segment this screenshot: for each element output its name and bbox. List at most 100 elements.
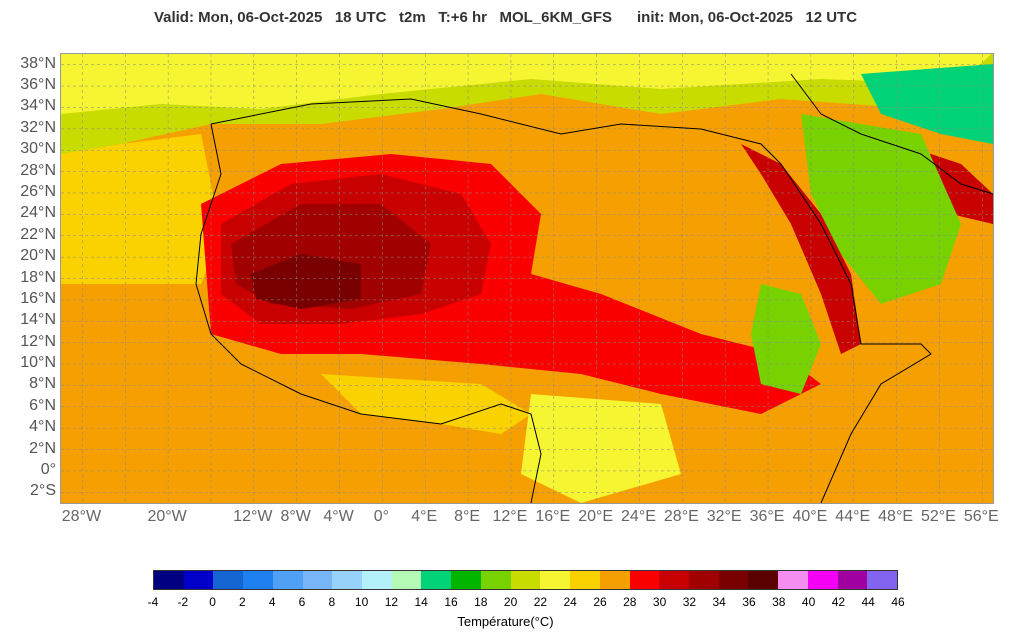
lat-label: 22°N — [20, 225, 56, 243]
lon-label: 20°E — [578, 508, 614, 525]
colorbar-tick: 20 — [503, 595, 518, 609]
colorbar-tick: 26 — [593, 595, 607, 609]
colorbar-swatch — [718, 571, 749, 589]
colorbar-swatch — [570, 571, 600, 589]
temperature-map[interactable] — [60, 53, 994, 504]
colorbar-tick: 12 — [384, 595, 399, 609]
colorbar-tick: 10 — [354, 595, 369, 609]
west-africa-coastline — [195, 123, 542, 503]
colorbar-tick: 28 — [623, 595, 637, 609]
central-africa-field — [521, 394, 681, 503]
lat-label: 32°N — [20, 118, 56, 136]
colorbar-tick: 46 — [891, 595, 905, 609]
lat-label: 26°N — [20, 182, 56, 200]
colorbar-tick: 32 — [682, 595, 697, 609]
colorbar-tick: 30 — [652, 595, 667, 609]
lon-label: 52°E — [920, 508, 956, 525]
colorbar-swatch — [451, 571, 481, 589]
lon-label: 8°E — [454, 508, 481, 525]
colorbar-tick: 8 — [328, 595, 336, 609]
lon-label: 4°E — [411, 508, 438, 525]
lat-label: 38°N — [20, 54, 56, 72]
lon-label: 48°E — [878, 508, 914, 525]
lat-label: 24°N — [20, 204, 56, 222]
colorbar-tick: 42 — [831, 595, 846, 609]
colorbar-swatch — [213, 571, 244, 589]
colorbar-swatch — [867, 571, 897, 589]
north-africa-coastline — [210, 98, 782, 165]
colorbar-swatch — [243, 571, 273, 589]
guinea-warm — [321, 374, 531, 434]
colorbar-tick: 0 — [209, 595, 216, 609]
red-sea-hot — [741, 144, 861, 354]
arabia-coastline — [790, 73, 993, 195]
temperature-colorbar — [153, 570, 898, 590]
colorbar-swatch — [302, 571, 333, 589]
lat-label: 14°N — [20, 311, 56, 329]
colorbar-swatch — [778, 571, 808, 589]
colorbar-tick: 14 — [414, 595, 428, 609]
colorbar-swatch — [540, 571, 571, 589]
colorbar-swatch — [629, 571, 660, 589]
colorbar-tick: 44 — [861, 595, 875, 609]
lon-label: 16°E — [535, 508, 571, 525]
lon-label: 40°E — [792, 508, 828, 525]
lat-label: 12°N — [20, 332, 56, 350]
lat-label: 18°N — [20, 268, 56, 286]
colorbar-tick: -2 — [177, 595, 189, 609]
lat-label: 28°N — [20, 161, 56, 179]
colorbar-swatch — [421, 571, 452, 589]
lon-label: 8°W — [280, 508, 311, 525]
colorbar-tick: 22 — [533, 595, 548, 609]
north-yellow-band — [61, 54, 991, 114]
lon-label: 12°E — [492, 508, 528, 525]
colorbar-tick: 18 — [474, 595, 488, 609]
lat-label: 16°N — [20, 289, 56, 307]
colorbar-tick: 34 — [712, 595, 726, 609]
lat-label: 10°N — [20, 354, 56, 372]
lat-label: 4°N — [29, 418, 56, 436]
map-title: Valid: Mon, 06-Oct-2025 18 UTC t2m T:+6 … — [153, 9, 858, 26]
colorbar-tick: 38 — [772, 595, 786, 609]
colorbar-tick: 36 — [742, 595, 756, 609]
colorbar-tick: 2 — [239, 595, 246, 609]
lat-label: 6°N — [29, 396, 56, 414]
colorbar-swatch — [748, 571, 779, 589]
colorbar-swatch — [807, 571, 838, 589]
lon-label: 4°W — [323, 508, 354, 525]
lat-label: 20°N — [20, 247, 56, 265]
colorbar-tick: -4 — [147, 595, 159, 609]
colorbar-label: Température(°C) — [457, 614, 554, 629]
lon-label: 0° — [373, 508, 390, 525]
colorbar-tick: 24 — [563, 595, 577, 609]
colorbar-tick: 4 — [268, 595, 276, 609]
colorbar-swatch — [688, 571, 719, 589]
colorbar-swatch — [183, 571, 214, 589]
colorbar-swatch — [362, 571, 392, 589]
colorbar-tick: 40 — [801, 595, 816, 609]
colorbar-swatch — [154, 571, 184, 589]
colorbar-tick: 6 — [298, 595, 306, 609]
colorbar-swatch — [837, 571, 868, 589]
arabia-green — [801, 114, 961, 304]
lon-label: 12°W — [233, 508, 273, 525]
sahara-extreme — [251, 254, 361, 309]
lon-label: 32°E — [706, 508, 742, 525]
lon-label: 36°E — [749, 508, 785, 525]
colorbar-swatch — [272, 571, 303, 589]
colorbar-swatch — [332, 571, 363, 589]
lat-label: 8°N — [29, 375, 56, 393]
colorbar-swatch — [659, 571, 689, 589]
lat-label: 30°N — [20, 140, 56, 158]
atlantic-warm-zone — [61, 134, 221, 284]
colorbar-swatch — [599, 571, 630, 589]
lat-label: 36°N — [20, 76, 56, 94]
levant-cool — [861, 64, 993, 144]
colorbar-swatch — [480, 571, 511, 589]
lat-label: 0° — [40, 460, 56, 478]
ethiopia-highlands — [751, 284, 821, 394]
lon-label: 24°E — [621, 508, 656, 525]
lon-label: 20°W — [147, 508, 187, 525]
east-africa-coastline — [780, 163, 932, 503]
temperature-field — [61, 54, 993, 503]
